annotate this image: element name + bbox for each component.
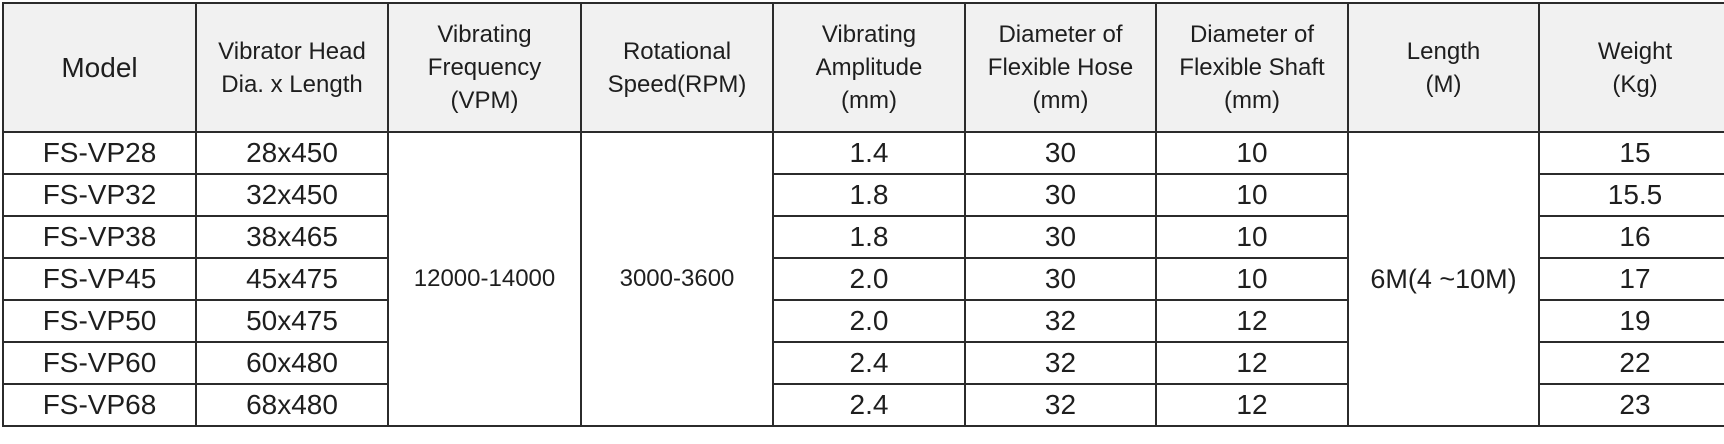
shaft-cell: 12 <box>1155 341 1349 385</box>
weight-cell: 22 <box>1538 341 1724 385</box>
table-row: FS-VP68 68x480 2.4 32 12 23 <box>2 383 1724 427</box>
head-cell: 28x450 <box>195 131 389 175</box>
head-cell: 68x480 <box>195 383 389 427</box>
spec-table: Model Vibrator Head Dia. x Length Vibrat… <box>2 2 1724 427</box>
amplitude-cell: 1.4 <box>772 131 966 175</box>
amplitude-cell: 2.4 <box>772 383 966 427</box>
header-frequency: Vibrating Frequency (VPM) <box>387 2 582 133</box>
model-cell: FS-VP68 <box>2 383 197 427</box>
shaft-cell: 10 <box>1155 257 1349 301</box>
header-line: Dia. x Length <box>221 70 363 98</box>
head-cell: 50x475 <box>195 299 389 343</box>
speed-cell: 3000-3600 <box>580 131 774 427</box>
header-row: Model Vibrator Head Dia. x Length Vibrat… <box>2 2 1724 133</box>
header-hose-diameter: Diameter of Flexible Hose (mm) <box>964 2 1157 133</box>
amplitude-cell: 1.8 <box>772 173 966 217</box>
frequency-cell: 12000-14000 <box>387 131 582 427</box>
hose-cell: 32 <box>964 299 1157 343</box>
shaft-cell: 12 <box>1155 299 1349 343</box>
header-speed: Rotational Speed(RPM) <box>580 2 774 133</box>
header-line: Diameter of <box>998 21 1123 48</box>
header-length: Length (M) <box>1347 2 1540 133</box>
model-cell: FS-VP50 <box>2 299 197 343</box>
header-line: Frequency <box>427 54 542 81</box>
weight-cell: 19 <box>1538 299 1724 343</box>
spec-table-container: Model Vibrator Head Dia. x Length Vibrat… <box>2 2 1724 427</box>
table-row: FS-VP60 60x480 2.4 32 12 22 <box>2 341 1724 385</box>
model-cell: FS-VP28 <box>2 131 197 175</box>
hose-cell: 30 <box>964 257 1157 301</box>
header-line: Length <box>1406 37 1481 65</box>
amplitude-cell: 2.0 <box>772 299 966 343</box>
table-row: FS-VP45 45x475 2.0 30 10 17 <box>2 257 1724 301</box>
head-cell: 38x465 <box>195 215 389 259</box>
header-head-dimensions: Vibrator Head Dia. x Length <box>195 2 389 133</box>
header-line: Rotational <box>622 37 732 65</box>
hose-cell: 30 <box>964 215 1157 259</box>
weight-cell: 16 <box>1538 215 1724 259</box>
header-line: Speed(RPM) <box>607 70 747 98</box>
weight-cell: 15 <box>1538 131 1724 175</box>
model-cell: FS-VP60 <box>2 341 197 385</box>
shaft-cell: 10 <box>1155 173 1349 217</box>
hose-cell: 32 <box>964 341 1157 385</box>
weight-cell: 17 <box>1538 257 1724 301</box>
header-line: (mm) <box>1224 87 1280 114</box>
shaft-cell: 10 <box>1155 215 1349 259</box>
header-line: (VPM) <box>450 87 519 114</box>
header-line: (Kg) <box>1612 70 1658 98</box>
header-model: Model <box>2 2 197 133</box>
amplitude-cell: 1.8 <box>772 215 966 259</box>
amplitude-cell: 2.0 <box>772 257 966 301</box>
length-cell: 6M(4 ~10M) <box>1347 131 1540 427</box>
header-line: Weight <box>1597 37 1673 65</box>
header-weight: Weight (Kg) <box>1538 2 1724 133</box>
table-row: FS-VP32 32x450 1.8 30 10 15.5 <box>2 173 1724 217</box>
shaft-cell: 12 <box>1155 383 1349 427</box>
hose-cell: 30 <box>964 131 1157 175</box>
head-cell: 32x450 <box>195 173 389 217</box>
weight-cell: 15.5 <box>1538 173 1724 217</box>
header-line: Flexible Hose <box>987 54 1134 81</box>
hose-cell: 32 <box>964 383 1157 427</box>
header-line: Diameter of <box>1189 21 1315 48</box>
amplitude-cell: 2.4 <box>772 341 966 385</box>
header-line: Vibrator Head <box>218 37 366 65</box>
header-shaft-diameter: Diameter of Flexible Shaft (mm) <box>1155 2 1349 133</box>
header-line: Flexible Shaft <box>1179 54 1325 81</box>
header-line: Model <box>61 52 138 83</box>
header-line: Vibrating <box>437 21 532 48</box>
model-cell: FS-VP38 <box>2 215 197 259</box>
header-amplitude: Vibrating Amplitude (mm) <box>772 2 966 133</box>
table-row: FS-VP50 50x475 2.0 32 12 19 <box>2 299 1724 343</box>
header-line: (mm) <box>1032 87 1089 114</box>
header-line: (M) <box>1425 70 1462 98</box>
head-cell: 45x475 <box>195 257 389 301</box>
header-line: Vibrating <box>821 21 917 48</box>
head-cell: 60x480 <box>195 341 389 385</box>
table-row: FS-VP28 28x450 12000-14000 3000-3600 1.4… <box>2 131 1724 427</box>
model-cell: FS-VP32 <box>2 173 197 217</box>
weight-cell: 23 <box>1538 383 1724 427</box>
shaft-cell: 10 <box>1155 131 1349 175</box>
hose-cell: 30 <box>964 173 1157 217</box>
model-cell: FS-VP45 <box>2 257 197 301</box>
header-line: Amplitude <box>815 54 923 81</box>
header-line: (mm) <box>841 87 897 114</box>
table-row: FS-VP38 38x465 1.8 30 10 16 <box>2 215 1724 259</box>
